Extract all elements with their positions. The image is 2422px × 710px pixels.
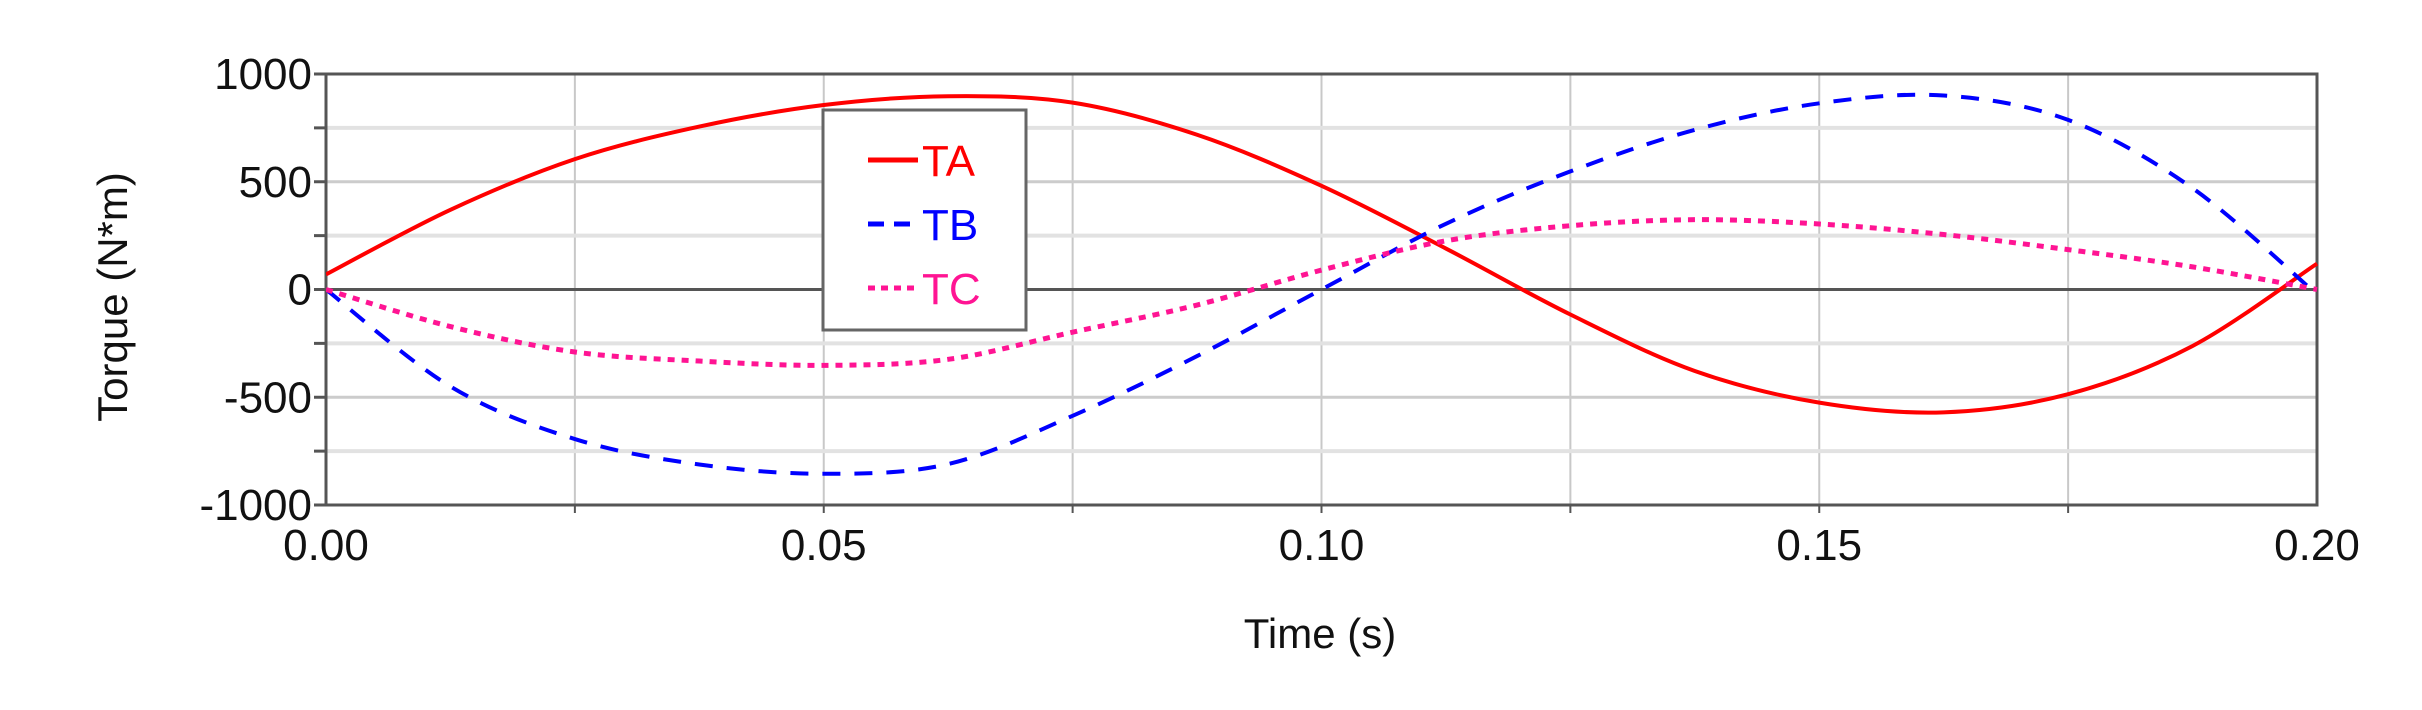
- x-axis-title: Time (s): [1244, 610, 1396, 657]
- series-lines: [326, 92, 2319, 476]
- legend: TA TB TC: [821, 108, 1028, 332]
- legend-label-tb: TB: [922, 201, 978, 250]
- y-tick-label: 500: [239, 158, 312, 207]
- x-axis-ticks: 0.00 0.05 0.10 0.15 0.20: [283, 521, 2360, 570]
- y-axis-ticks: 1000 500 0 -500 -1000: [199, 50, 312, 530]
- y-tick-label: 1000: [214, 50, 312, 99]
- x-tick-label: 0.10: [1279, 521, 1365, 570]
- legend-label-tc: TC: [922, 265, 981, 314]
- y-tick-label: -500: [224, 373, 312, 422]
- series-line-tc: [326, 217, 2318, 368]
- y-axis-title: Torque (N*m): [89, 172, 136, 422]
- y-tick-label: -1000: [199, 481, 312, 530]
- x-tick-label: 0.20: [2274, 521, 2360, 570]
- legend-box: [821, 108, 1028, 332]
- y-tick-label: 0: [288, 266, 312, 315]
- grid-lines: [314, 72, 2317, 513]
- x-tick-label: 0.05: [781, 521, 867, 570]
- legend-label-ta: TA: [922, 137, 976, 186]
- x-tick-label: 0.00: [283, 521, 369, 570]
- x-tick-label: 0.15: [1776, 521, 1862, 570]
- series-line-ta: [326, 94, 2319, 415]
